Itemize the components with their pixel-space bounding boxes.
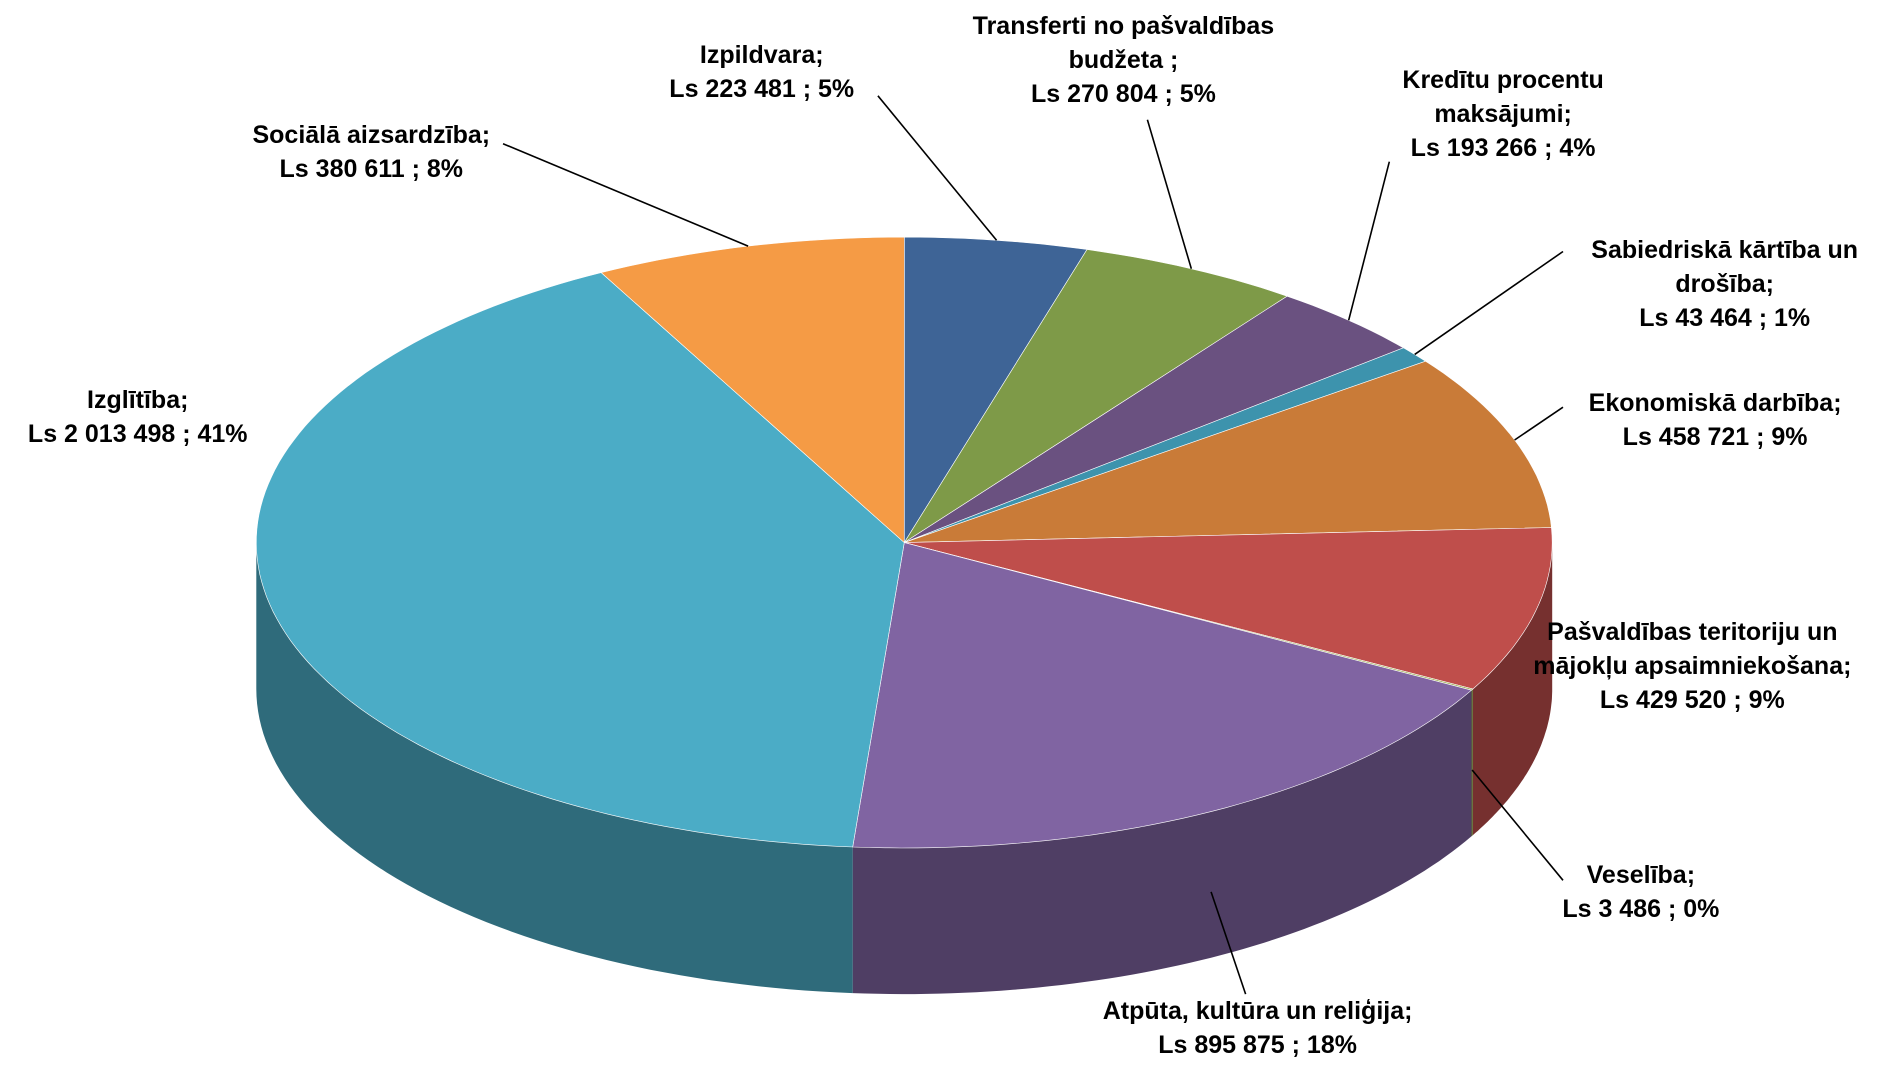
slice [903, 236, 1088, 544]
category-name: Transferti no pašvaldības budžeta ; [972, 11, 1275, 74]
slice-label: Sabiedriskā kārtība un drošība; Ls 43 464… [1557, 233, 1878, 335]
slice-side [1471, 689, 1473, 837]
slice-label: Izpildvara; Ls 223 481 ; 5% [582, 38, 941, 106]
value-label: Ls 193 266 ; 4% [1410, 133, 1596, 162]
slice-label: Transferti no pašvaldības budžeta ; Ls 27… [944, 9, 1303, 111]
slice-label: Izglītība; Ls 2 013 498 ; 41% [0, 383, 293, 451]
slice-side [852, 690, 1472, 995]
slice-label: Veselība; Ls 3 486 ; 0% [1521, 858, 1761, 926]
slice-label: Atpūta, kultūra un reliģija; Ls 895 875 ;… [1066, 994, 1449, 1062]
category-name: Sabiedriskā kārtība un drošība; [1591, 235, 1859, 298]
value-label: Ls 43 464 ; 1% [1639, 303, 1811, 332]
category-name: Veselība; [1586, 861, 1696, 890]
category-name: Atpūta, kultūra un reliģija; [1102, 996, 1413, 1025]
category-name: Sociālā aizsardzība; [252, 121, 491, 150]
category-name: Izglītība; [87, 385, 189, 414]
value-label: Ls 3 486 ; 0% [1562, 895, 1720, 924]
slice [904, 527, 1553, 690]
value-label: Ls 2 013 498 ; 41% [27, 419, 248, 448]
slice [255, 272, 905, 848]
slice [852, 542, 1473, 849]
leader-line [502, 142, 749, 247]
leader-line [1414, 250, 1564, 356]
leader-line [1471, 769, 1564, 881]
value-label: Ls 223 481 ; 5% [669, 74, 855, 103]
leader-line [1514, 406, 1564, 441]
slice-side [1472, 542, 1553, 836]
category-name: Izpildvara; [699, 40, 824, 69]
slice-label: Pašvaldības teritoriju un mājokļu apsaim… [1513, 615, 1872, 717]
leader-line [1210, 891, 1247, 995]
slice-label: Ekonomiskā darbība; Ls 458 721 ; 9% [1559, 386, 1870, 454]
category-name: Ekonomiskā darbība; [1588, 389, 1842, 418]
leader-line [877, 95, 998, 241]
value-label: Ls 895 875 ; 18% [1158, 1030, 1357, 1059]
category-name: Kredītu procentu maksājumi; [1402, 65, 1604, 128]
category-name: Pašvaldības teritoriju un mājokļu apsaim… [1533, 617, 1852, 680]
leader-line [1347, 161, 1391, 321]
value-label: Ls 380 611 ; 8% [279, 155, 464, 184]
leader-line [1146, 119, 1193, 269]
value-label: Ls 429 520 ; 9% [1599, 685, 1785, 714]
slice-side [256, 542, 853, 994]
slice [904, 249, 1288, 543]
value-label: Ls 458 721 ; 9% [1622, 423, 1808, 452]
value-label: Ls 270 804 ; 5% [1031, 79, 1216, 108]
slice-label: Kredītu procentu maksājumi; Ls 193 266 ; … [1371, 63, 1634, 165]
slice-label: Sociālā aizsardzība; Ls 380 611 ; 8% [192, 118, 551, 186]
